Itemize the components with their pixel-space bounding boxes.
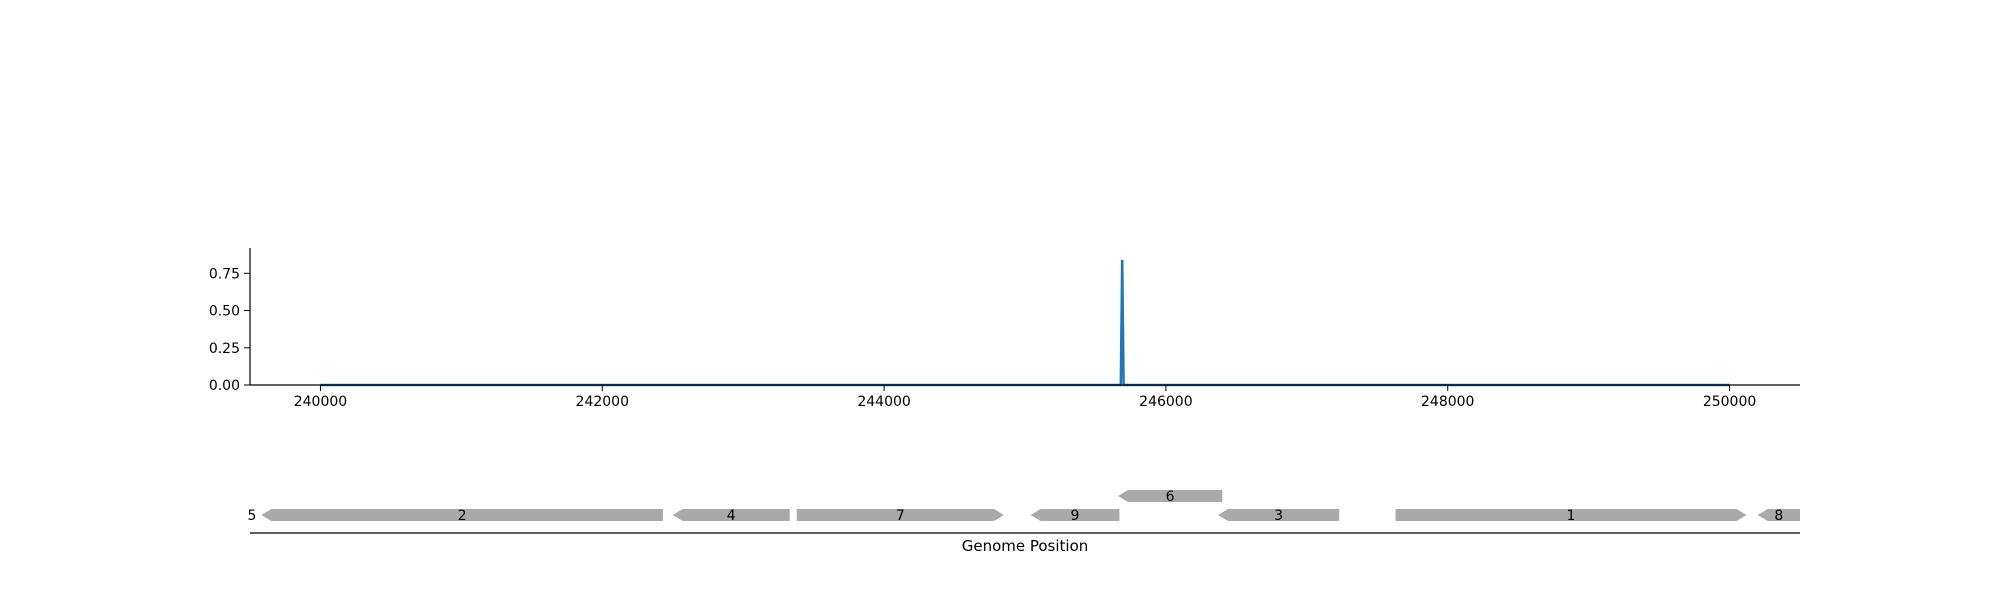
gene-label-1: 1 bbox=[1567, 508, 1576, 524]
gene-arrow-4 bbox=[672, 509, 790, 521]
y-tick-label: 0.75 bbox=[209, 266, 240, 282]
gene-label-9: 9 bbox=[1071, 508, 1080, 524]
gene-label-5: 5 bbox=[248, 508, 257, 524]
coverage-series-line bbox=[320, 259, 1730, 387]
gene-label-4: 4 bbox=[727, 508, 736, 524]
gene-track: 5 2 4 7 9 6 3 1 8 Genome Position bbox=[248, 489, 1800, 555]
y-tick-label: 0.25 bbox=[209, 341, 240, 357]
gene-arrow-9 bbox=[1030, 509, 1120, 521]
x-tick-label: 246000 bbox=[1139, 394, 1192, 410]
gene-layer: 5 2 4 7 9 6 3 1 8 bbox=[248, 489, 1800, 524]
gene-label-3: 3 bbox=[1274, 508, 1283, 524]
gene-arrow-3 bbox=[1218, 509, 1340, 521]
gene-label-6: 6 bbox=[1166, 489, 1175, 505]
coverage-line-layer bbox=[320, 259, 1730, 387]
y-tick-label: 0.50 bbox=[209, 304, 240, 320]
x-ticks: 240000 242000 244000 246000 248000 250000 bbox=[294, 385, 1756, 410]
x-tick-label: 244000 bbox=[857, 394, 910, 410]
y-ticks: 0.00 0.25 0.50 0.75 bbox=[209, 266, 250, 394]
gene-arrow-1 bbox=[1395, 509, 1747, 521]
genome-position-label: Genome Position bbox=[962, 537, 1089, 555]
gene-arrow-6 bbox=[1118, 490, 1223, 502]
x-tick-label: 250000 bbox=[1703, 394, 1756, 410]
x-tick-label: 240000 bbox=[294, 394, 347, 410]
x-tick-label: 242000 bbox=[576, 394, 629, 410]
coverage-plot: 0.00 0.25 0.50 0.75 240000 242000 244000 24600… bbox=[209, 248, 1800, 410]
gene-arrow-8 bbox=[1757, 509, 1800, 521]
x-tick-label: 248000 bbox=[1421, 394, 1474, 410]
gene-arrow-7 bbox=[796, 509, 1004, 521]
gene-label-2: 2 bbox=[458, 508, 467, 524]
y-tick-label: 0.00 bbox=[209, 378, 240, 394]
gene-arrow-2 bbox=[261, 509, 663, 521]
gene-label-7: 7 bbox=[896, 508, 905, 524]
gene-label-8: 8 bbox=[1774, 508, 1783, 524]
